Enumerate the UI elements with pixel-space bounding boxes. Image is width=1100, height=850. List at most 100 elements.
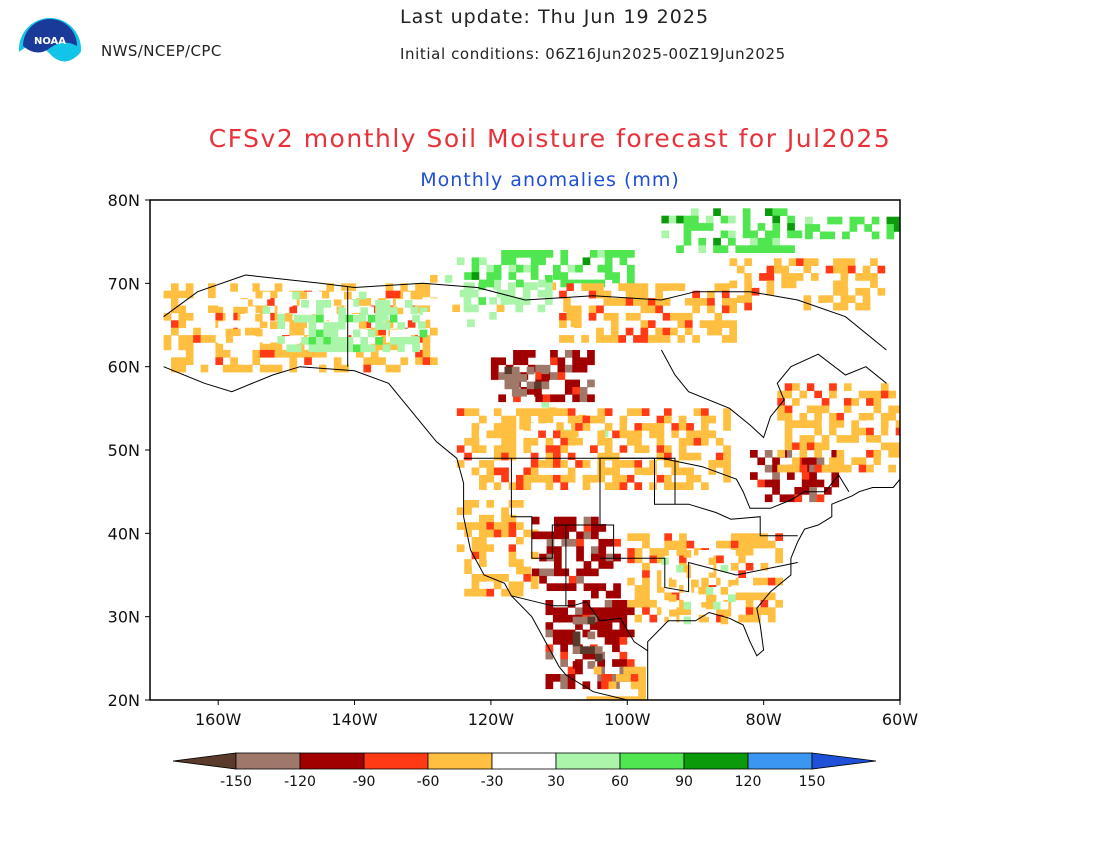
anomaly-cell [301, 314, 309, 323]
map-content [163, 208, 900, 700]
anomaly-cell [407, 327, 416, 336]
anomaly-cell [840, 258, 849, 266]
colorbar-label: -60 [417, 774, 440, 790]
anomaly-cell [382, 300, 391, 308]
anomaly-cell [230, 364, 238, 373]
anomaly-cell [163, 312, 172, 321]
anomaly-cell [516, 588, 524, 597]
anomaly-cell [552, 629, 561, 638]
anomaly-cell [745, 540, 754, 549]
colorbar-segment [363, 752, 429, 770]
anomaly-cell [656, 607, 665, 615]
anomaly-cell [775, 548, 783, 556]
anomaly-cell [200, 298, 209, 306]
anomaly-cell [596, 327, 604, 336]
anomaly-cell [583, 561, 592, 569]
anomaly-cell [218, 336, 226, 344]
anomaly-cell [493, 282, 501, 291]
anomaly-cell [539, 575, 547, 584]
us-mexico-border [511, 595, 648, 652]
anomaly-cell [479, 430, 487, 439]
anomaly-cell [895, 442, 900, 451]
anomaly-cell [683, 564, 692, 573]
anomaly-cell [520, 357, 529, 366]
anomaly-cell [531, 568, 540, 577]
anomaly-cell [456, 522, 465, 530]
anomaly-cell [534, 388, 542, 397]
anomaly-cell [554, 516, 562, 525]
anomaly-cell [862, 265, 871, 274]
anomaly-cell [516, 500, 524, 508]
anomaly-cell [363, 364, 372, 373]
anomaly-cell [530, 408, 539, 416]
anomaly-cell [683, 550, 692, 558]
anomaly-cell [760, 592, 769, 601]
anomaly-cell [656, 415, 665, 424]
anomaly-cell [612, 637, 620, 645]
anomaly-cell [519, 374, 527, 382]
anomaly-cell [605, 590, 614, 599]
anomaly-cell [575, 415, 583, 424]
anomaly-cell [683, 594, 692, 603]
anomaly-cell [479, 500, 487, 508]
anomaly-cell [526, 312, 534, 320]
anomaly-cell [683, 237, 692, 246]
anomaly-cell [471, 551, 480, 560]
anomaly-cell [564, 350, 573, 358]
anomaly-cell [612, 452, 620, 461]
anomaly-cell [716, 614, 724, 623]
anomaly-cell [293, 314, 302, 323]
anomaly-cell [764, 479, 773, 488]
anomaly-cell [656, 430, 665, 439]
anomaly-cell [546, 583, 555, 591]
anomaly-cell [522, 289, 531, 298]
anomaly-cell [745, 533, 754, 541]
anomaly-cell [701, 408, 709, 416]
anomaly-cell [539, 531, 547, 540]
anomaly-cell [225, 313, 234, 322]
anomaly-cell [530, 423, 539, 431]
anomaly-cell [163, 283, 172, 291]
anomaly-cell [847, 258, 856, 266]
anomaly-cell [831, 450, 840, 458]
anomaly-cell [591, 553, 599, 562]
anomaly-cell [757, 223, 766, 231]
anomaly-cell [836, 427, 845, 436]
anomaly-cell [814, 449, 822, 458]
anomaly-cell [479, 588, 487, 597]
anomaly-cell [591, 590, 599, 599]
anomaly-cell [701, 577, 709, 586]
anomaly-cell [490, 372, 499, 380]
anomaly-cell [827, 216, 835, 225]
anomaly-cell [546, 538, 555, 547]
anomaly-cell [649, 482, 657, 490]
anomaly-cell [247, 313, 256, 322]
anomaly-cell [705, 601, 714, 610]
anomaly-cell [270, 321, 278, 329]
anomaly-cell [880, 383, 889, 391]
anomaly-cell [501, 437, 509, 446]
anomaly-cell [572, 631, 581, 640]
anomaly-cell [834, 216, 843, 225]
anomaly-cell [587, 616, 596, 625]
anomaly-cell [516, 474, 524, 483]
anomaly-cell [508, 250, 517, 258]
anomaly-cell [351, 299, 360, 307]
anomaly-cell [553, 452, 561, 461]
anomaly-cell [873, 435, 882, 443]
anomaly-cell [831, 479, 840, 488]
anomaly-cell [493, 581, 502, 590]
anomaly-cell [545, 297, 553, 305]
anomaly-cell [422, 297, 431, 305]
anomaly-cell [430, 304, 438, 313]
anomaly-cell [553, 474, 561, 483]
anomaly-cell [708, 474, 717, 483]
anomaly-cell [501, 544, 509, 553]
state-lines-d [654, 458, 798, 537]
anomaly-cell [723, 467, 731, 476]
anomaly-cell [691, 594, 699, 603]
anomaly-cell [444, 275, 453, 283]
anomaly-cell [185, 335, 194, 343]
anomaly-cell [723, 423, 731, 431]
anomaly-cell [539, 568, 547, 577]
